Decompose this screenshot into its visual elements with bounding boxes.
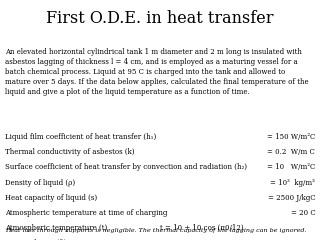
Text: Heat capacity of liquid (s): Heat capacity of liquid (s) — [5, 194, 97, 202]
Text: = 2500 J/kgC: = 2500 J/kgC — [268, 194, 315, 202]
Text: Density of liquid (ρ): Density of liquid (ρ) — [5, 179, 75, 186]
Text: = 20 C: = 20 C — [291, 209, 315, 217]
Text: = 10   W/m²C: = 10 W/m²C — [267, 163, 315, 171]
Text: Liquid film coefficient of heat transfer (h₁): Liquid film coefficient of heat transfer… — [5, 133, 156, 141]
Text: First O.D.E. in heat transfer: First O.D.E. in heat transfer — [46, 10, 274, 27]
Text: Atmospheric temperature (t): Atmospheric temperature (t) — [5, 224, 107, 232]
Text: = 150 W/m²C: = 150 W/m²C — [267, 133, 315, 141]
Text: An elevated horizontal cylindrical tank 1 m diameter and 2 m long is insulated w: An elevated horizontal cylindrical tank … — [5, 48, 308, 96]
Text: = 10³  kg/m³: = 10³ kg/m³ — [270, 179, 315, 186]
Text: Surface coefficient of heat transfer by convection and radiation (h₂): Surface coefficient of heat transfer by … — [5, 163, 247, 171]
Text: Atmospheric temperature at time of charging: Atmospheric temperature at time of charg… — [5, 209, 167, 217]
Text: t = 10 + 10 cos (π0/12): t = 10 + 10 cos (π0/12) — [160, 224, 244, 232]
Text: Thermal conductivity of asbestos (k): Thermal conductivity of asbestos (k) — [5, 148, 134, 156]
Text: = 0.2  W/m C: = 0.2 W/m C — [268, 148, 315, 156]
Text: Time in hours (θ): Time in hours (θ) — [5, 239, 66, 240]
Text: Heat loss through supports is negligible. The thermal capacity of the lagging ca: Heat loss through supports is negligible… — [5, 228, 306, 233]
